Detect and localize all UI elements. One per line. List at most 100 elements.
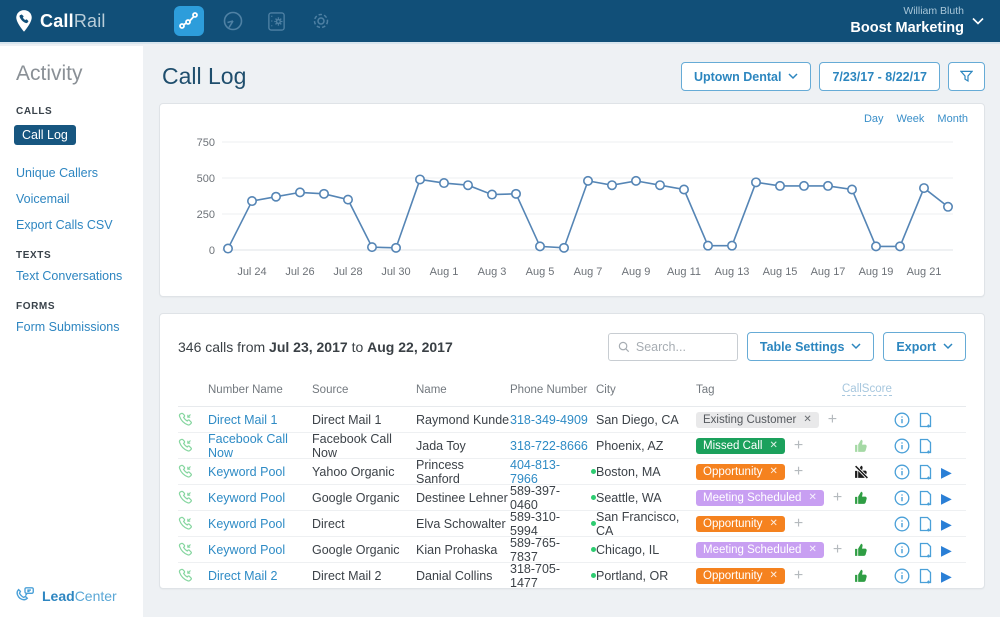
add-note-icon[interactable] — [918, 516, 933, 532]
callscore-thumb-icon[interactable] — [854, 438, 869, 453]
play-recording-button[interactable]: ▶ — [941, 463, 952, 480]
company-selector-button[interactable]: Uptown Dental — [680, 62, 812, 91]
callscore-thumb-icon[interactable] — [854, 490, 869, 505]
callscore-thumb-icon[interactable] — [854, 542, 869, 557]
add-tag-button[interactable]: + — [793, 462, 804, 480]
nav-integrations-icon[interactable] — [262, 6, 292, 36]
add-note-icon[interactable] — [918, 438, 933, 454]
number-name-link[interactable]: Direct Mail 1 — [208, 412, 278, 427]
export-button[interactable]: Export — [883, 332, 966, 361]
add-note-icon[interactable] — [918, 568, 933, 584]
add-tag-button[interactable]: + — [832, 540, 843, 558]
range-day-link[interactable]: Day — [863, 113, 884, 125]
call-details-icon[interactable] — [894, 542, 910, 558]
phone-number-link[interactable]: 589-765-7837 — [510, 535, 561, 564]
search-icon — [618, 341, 630, 352]
phone-number-link[interactable]: 318-349-4909 — [510, 412, 588, 427]
caller-name-cell: Kian Prohaska — [416, 542, 498, 557]
remove-tag-icon[interactable]: ✕ — [769, 518, 778, 529]
number-name-link[interactable]: Direct Mail 2 — [208, 568, 278, 583]
call-details-icon[interactable] — [894, 464, 910, 480]
table-row[interactable]: Keyword Pool Google Organic Destinee Leh… — [178, 483, 966, 512]
range-week-link[interactable]: Week — [896, 113, 925, 125]
remove-tag-icon[interactable]: ✕ — [808, 492, 817, 503]
active-call-dot — [591, 547, 596, 552]
number-name-link[interactable]: Keyword Pool — [208, 490, 286, 505]
tag-badge: Missed Call ✕ — [696, 437, 785, 454]
tag-badge: Opportunity ✕ — [696, 515, 785, 532]
account-name: Boost Marketing — [850, 19, 964, 36]
phone-number-link[interactable]: 589-310-5994 — [510, 509, 561, 538]
remove-tag-icon[interactable]: ✕ — [808, 544, 817, 555]
caller-name-cell: Princess Sanford — [416, 457, 464, 486]
tag-badge: Opportunity ✕ — [696, 567, 785, 584]
add-tag-button[interactable]: + — [793, 514, 804, 532]
number-name-link[interactable]: Keyword Pool — [208, 516, 286, 531]
number-name-link[interactable]: Facebook Call Now — [208, 431, 288, 460]
nav-analytics-icon[interactable] — [173, 6, 204, 36]
svg-text:Aug 21: Aug 21 — [907, 266, 942, 278]
remove-tag-icon[interactable]: ✕ — [769, 466, 778, 477]
range-month-link[interactable]: Month — [937, 113, 968, 125]
callscore-thumb-icon[interactable] — [854, 464, 869, 479]
add-tag-button[interactable]: + — [793, 436, 804, 454]
col-city: City — [596, 383, 616, 396]
number-name-link[interactable]: Keyword Pool — [208, 542, 286, 557]
filter-button[interactable] — [948, 62, 985, 91]
account-switcher[interactable]: William Bluth Boost Marketing — [850, 5, 984, 36]
table-row[interactable]: Facebook Call Now Facebook Call Now Jada… — [178, 431, 966, 460]
tag-badge: Opportunity ✕ — [696, 463, 785, 480]
callrail-logo[interactable]: CallRail — [14, 9, 106, 33]
call-details-icon[interactable] — [894, 516, 910, 532]
table-row[interactable]: Keyword Pool Google Organic Kian Prohask… — [178, 535, 966, 564]
table-row[interactable]: Keyword Pool Yahoo Organic Princess Sanf… — [178, 457, 966, 486]
add-note-icon[interactable] — [918, 412, 933, 428]
play-recording-button[interactable]: ▶ — [941, 567, 952, 584]
remove-tag-icon[interactable]: ✕ — [803, 414, 812, 425]
add-note-icon[interactable] — [918, 542, 933, 558]
play-recording-button[interactable]: ▶ — [941, 541, 952, 558]
nav-reports-icon[interactable] — [218, 6, 248, 36]
col-number-name: Number Name — [208, 383, 283, 396]
table-settings-button[interactable]: Table Settings — [746, 332, 875, 361]
sidebar-item-unique-callers[interactable]: Unique Callers — [16, 166, 98, 180]
active-call-dot — [591, 469, 596, 474]
add-tag-button[interactable]: + — [827, 410, 838, 428]
add-tag-button[interactable]: + — [793, 566, 804, 584]
add-note-icon[interactable] — [918, 464, 933, 480]
phone-number-link[interactable]: 404-813-7966 — [510, 457, 561, 486]
date-range-button[interactable]: 7/23/17 - 8/22/17 — [819, 62, 940, 91]
add-tag-button[interactable]: + — [832, 488, 843, 506]
sidebar-item-form-submissions[interactable]: Form Submissions — [16, 320, 120, 334]
remove-tag-icon[interactable]: ✕ — [769, 570, 778, 581]
main-content: Call Log Uptown Dental 7/23/17 - 8/22/17… — [143, 46, 1000, 617]
call-details-icon[interactable] — [894, 438, 910, 454]
callscore-thumb-icon[interactable] — [854, 568, 869, 583]
svg-text:Aug 15: Aug 15 — [763, 266, 798, 278]
phone-number-link[interactable]: 318-705-1477 — [510, 561, 561, 589]
sidebar-item-export-calls-csv[interactable]: Export Calls CSV — [16, 218, 113, 232]
sidebar-item-call-log[interactable]: Call Log — [14, 125, 76, 145]
number-name-link[interactable]: Keyword Pool — [208, 464, 286, 479]
play-recording-button[interactable]: ▶ — [941, 515, 952, 532]
phone-number-link[interactable]: 589-397-0460 — [510, 483, 561, 512]
play-recording-button[interactable]: ▶ — [941, 489, 952, 506]
add-note-icon[interactable] — [918, 490, 933, 506]
sidebar-item-voicemail[interactable]: Voicemail — [16, 192, 70, 206]
search-input[interactable] — [635, 339, 726, 354]
nav-settings-icon[interactable] — [306, 6, 336, 36]
call-details-icon[interactable] — [894, 568, 910, 584]
col-callscore[interactable]: CallScore — [842, 383, 892, 396]
search-box[interactable] — [607, 332, 738, 361]
svg-text:250: 250 — [197, 209, 215, 221]
table-row[interactable]: Direct Mail 1 Direct Mail 1 Raymond Kund… — [178, 407, 966, 433]
remove-tag-icon[interactable]: ✕ — [769, 440, 778, 451]
table-row[interactable]: Keyword Pool Direct Elva Schowalter 589-… — [178, 509, 966, 538]
table-row[interactable]: Direct Mail 2 Direct Mail 2 Danial Colli… — [178, 561, 966, 589]
sidebar-item-text-conversations[interactable]: Text Conversations — [16, 269, 123, 283]
call-details-icon[interactable] — [894, 490, 910, 506]
leadcenter-link[interactable]: LeadCenter — [14, 585, 117, 607]
call-details-icon[interactable] — [894, 412, 910, 428]
phone-number-link[interactable]: 318-722-8666 — [510, 438, 588, 453]
table-header-row: Number Name Source Name Phone Number Cit… — [178, 373, 966, 407]
